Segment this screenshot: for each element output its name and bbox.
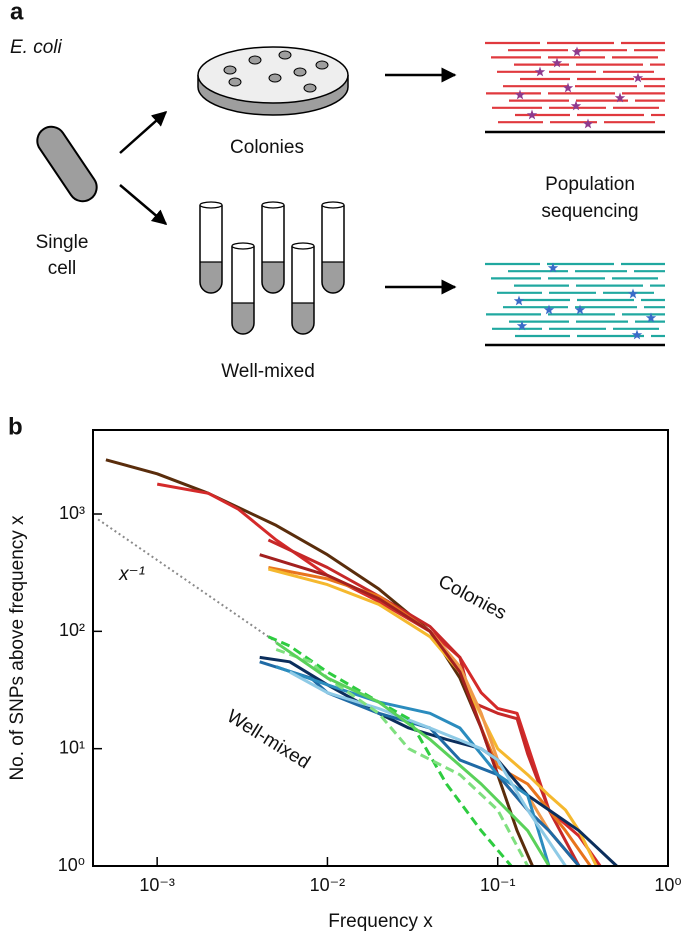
tube	[261, 205, 285, 294]
tube-liquid	[262, 262, 284, 293]
y-axis-label: No. of SNPs above frequency x	[7, 515, 28, 781]
panel-label: a	[10, 0, 24, 25]
sequencing-label: Population	[545, 174, 635, 195]
mutation-star	[627, 288, 639, 299]
mutation-star	[632, 72, 644, 83]
mutation-star	[614, 92, 626, 103]
series-line	[275, 641, 551, 867]
mutation-star	[574, 304, 586, 315]
test-tubes	[199, 201, 345, 335]
series-line	[268, 567, 598, 867]
mutation-star	[514, 89, 526, 100]
tube	[291, 246, 315, 335]
colonies-label: Colonies	[230, 137, 304, 158]
mutation-star	[562, 82, 574, 93]
start-label: Single	[36, 232, 89, 253]
annotation: x⁻¹	[118, 564, 145, 585]
x-tick-label: 10⁰	[654, 875, 681, 895]
x-tick-label: 10⁻³	[139, 875, 175, 895]
series-line	[275, 665, 551, 867]
organism-label: E. coli	[10, 37, 63, 58]
series-line	[259, 660, 581, 867]
mutation-star	[543, 304, 555, 315]
annotation: Well-mixed	[223, 706, 314, 773]
series-line	[259, 655, 618, 868]
mutation-star	[582, 118, 594, 129]
tube-rim	[321, 201, 345, 209]
tube-liquid	[200, 262, 222, 293]
start-label: cell	[48, 258, 77, 279]
series-line	[156, 482, 602, 867]
tube-rim	[231, 242, 255, 250]
tube-liquid	[232, 303, 254, 334]
mutation-star	[631, 329, 643, 340]
mutation-star	[551, 57, 563, 68]
tube-rim	[291, 242, 315, 250]
tube	[321, 205, 345, 294]
arrow	[119, 111, 168, 154]
mutation-star	[571, 46, 583, 57]
series-line	[97, 518, 277, 643]
chart: 10⁻³ 10⁻² 10⁻¹ 10⁰ 10⁰ 10¹ 10² 10³ Frequency x No…	[7, 429, 682, 932]
mutation-star	[534, 66, 546, 77]
tube-liquid	[292, 303, 314, 334]
series-line	[267, 635, 513, 867]
sequencing-reads	[485, 41, 665, 347]
well-mixed-label: Well-mixed	[221, 361, 315, 382]
tube-liquid	[322, 262, 344, 293]
series-line	[288, 670, 567, 867]
sequencing-label: sequencing	[541, 201, 638, 222]
x-tick-label: 10⁻²	[310, 875, 346, 895]
x-axis-label: Frequency x	[328, 911, 433, 932]
panel-label: b	[8, 413, 23, 440]
y-tick-label: 10¹	[59, 737, 85, 757]
y-tick-label: 10²	[59, 620, 85, 640]
mutation-star	[547, 262, 559, 273]
mutation-star	[570, 100, 582, 111]
tube-rim	[199, 201, 223, 209]
tube	[231, 246, 255, 335]
mutation-star	[516, 320, 528, 331]
mutation-star	[645, 312, 657, 323]
series-line	[275, 648, 530, 867]
mutation-star	[526, 109, 538, 120]
y-tick-label: 10³	[59, 503, 85, 523]
cell	[36, 125, 98, 203]
tube-rim	[261, 201, 285, 209]
x-tick-label: 10⁻¹	[480, 875, 516, 895]
arrow	[119, 184, 168, 225]
annotation: Colonies	[435, 571, 510, 624]
mutation-star	[513, 295, 525, 306]
plot-frame	[92, 429, 669, 867]
series-line	[105, 458, 534, 867]
petri-dish	[197, 46, 349, 116]
y-tick-label: 10⁰	[58, 855, 85, 875]
tube	[199, 205, 223, 294]
